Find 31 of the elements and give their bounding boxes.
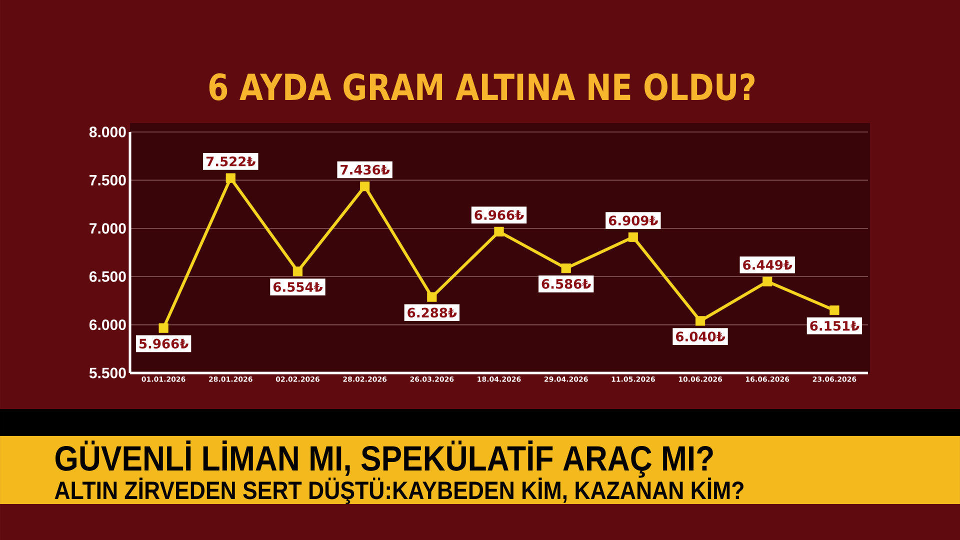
data-label: 6.449₺	[743, 260, 792, 270]
y-tick-label: 8.000	[89, 126, 126, 138]
y-tick-label: 7.000	[90, 223, 126, 234]
y-tick-label: 6.500	[89, 271, 126, 282]
text: ALTIN ZİRVEDEN SERT DÜŞTÜ:KAYBEDEN KİM, KAZANAN KİM?	[54, 478, 744, 504]
point	[226, 173, 236, 183]
point	[292, 266, 303, 276]
data-label: 6.966₺	[474, 210, 524, 220]
point	[427, 292, 437, 302]
point	[360, 182, 370, 192]
point	[762, 276, 772, 286]
data-label: 6.288₺	[408, 308, 457, 318]
data-label: 6.554₺	[273, 282, 323, 292]
point	[561, 264, 571, 274]
data-label: 6.151₺	[810, 320, 860, 331]
data-label: 6.586₺	[542, 279, 591, 289]
y-tick-label: 7.500	[90, 174, 126, 186]
data-label: 6.909₺	[608, 216, 658, 226]
point	[158, 323, 168, 333]
point	[830, 305, 840, 316]
data-label: 7.436₺	[340, 164, 390, 175]
text: GÜVENLİ LİMAN MI, SPEKÜLATİF ARAÇ MI?	[55, 440, 713, 478]
point	[494, 226, 504, 236]
point	[695, 316, 706, 326]
data-label: 7.522₺	[206, 156, 256, 166]
data-label: 5.966₺	[139, 338, 188, 349]
y-tick-label: 6.000	[89, 319, 126, 330]
data-label: 6.040₺	[676, 332, 726, 342]
point	[628, 232, 638, 242]
y-tick-label: 5.500	[89, 368, 126, 378]
chart-title: 6 AYDA GRAM ALTINA NE OLDU?	[209, 73, 755, 100]
